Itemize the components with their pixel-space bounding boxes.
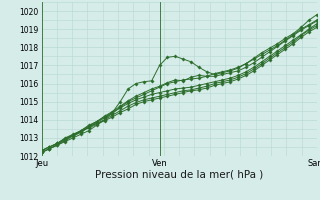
X-axis label: Pression niveau de la mer( hPa ): Pression niveau de la mer( hPa ) [95, 169, 263, 179]
